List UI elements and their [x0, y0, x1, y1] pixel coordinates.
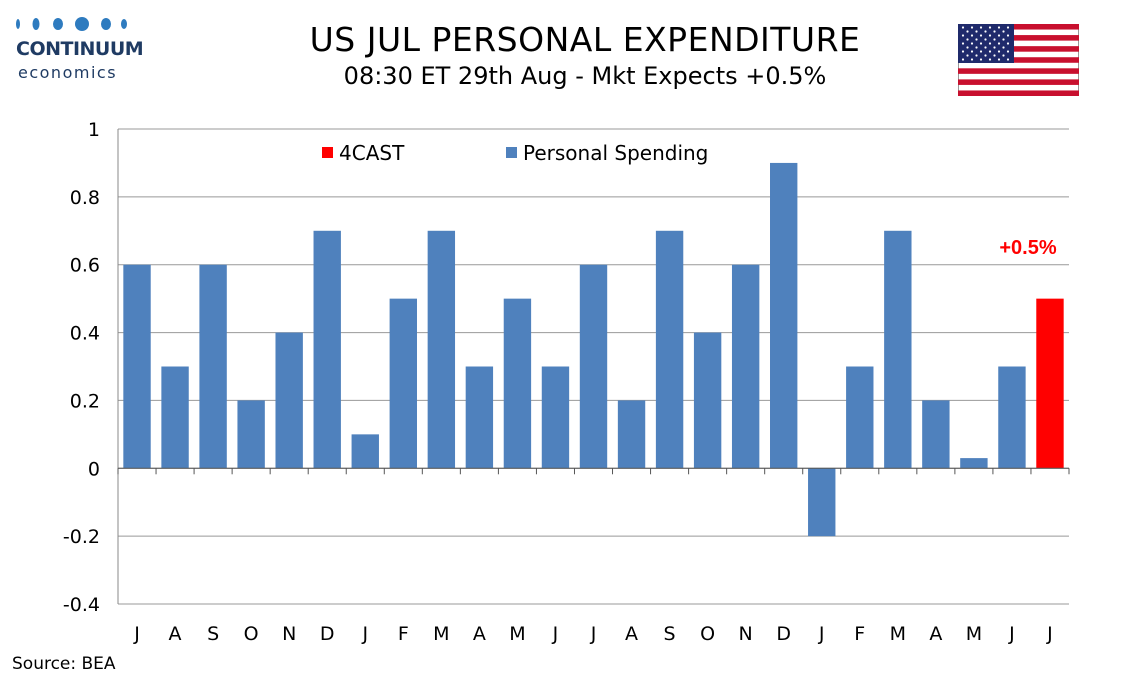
- bar-personal-spending: [275, 332, 303, 469]
- bar-personal-spending: [199, 264, 227, 469]
- bar-personal-spending: [579, 264, 608, 469]
- x-tick-label: M: [890, 623, 906, 645]
- y-tick-label: 0.8: [70, 187, 100, 209]
- logo: CONTINUUM economics: [12, 14, 144, 82]
- x-tick-label: J: [1046, 623, 1053, 645]
- x-tick-label: J: [590, 623, 597, 645]
- bar-personal-spending: [389, 298, 417, 469]
- chart-title: US JUL PERSONAL EXPENDITURE: [309, 20, 861, 59]
- x-tick-label: N: [739, 623, 753, 645]
- bar-personal-spending: [884, 230, 912, 469]
- logo-dots-icon: [16, 17, 127, 31]
- bar-personal-spending: [808, 468, 836, 537]
- x-tick-label: J: [552, 623, 559, 645]
- bar-personal-spending: [427, 230, 456, 469]
- legend-swatch: [322, 147, 333, 158]
- bar-personal-spending: [617, 400, 646, 469]
- x-tick-label: M: [433, 623, 449, 645]
- x-tick-label: S: [664, 623, 676, 645]
- x-tick-label: F: [398, 623, 409, 645]
- us-flag-icon: [958, 24, 1079, 96]
- x-tick-label: O: [244, 623, 259, 645]
- y-tick-label: 0.6: [70, 255, 100, 277]
- source-note: Source: BEA: [12, 654, 116, 674]
- bar-personal-spending: [693, 332, 722, 469]
- x-tick-label: D: [776, 623, 791, 645]
- x-tick-label: J: [361, 623, 368, 645]
- bar-4cast: [1036, 298, 1064, 469]
- x-tick-label: A: [473, 623, 486, 645]
- x-tick-label: J: [1008, 623, 1015, 645]
- bar-personal-spending: [846, 366, 874, 469]
- bar-personal-spending: [161, 366, 189, 469]
- bar-personal-spending: [351, 434, 379, 469]
- x-tick-label: A: [625, 623, 638, 645]
- bar-personal-spending: [998, 366, 1026, 469]
- logo-subname: economics: [18, 63, 118, 82]
- bar-personal-spending: [960, 458, 988, 469]
- x-tick-label: N: [282, 623, 296, 645]
- bar-personal-spending: [123, 264, 151, 469]
- bar-personal-spending: [465, 366, 494, 469]
- bar-personal-spending: [922, 400, 950, 469]
- x-tick-label: S: [207, 623, 219, 645]
- bar-personal-spending: [731, 264, 760, 469]
- x-tick-label: A: [169, 623, 182, 645]
- y-tick-label: 0.4: [70, 323, 100, 345]
- y-tick-label: 0.2: [70, 390, 100, 412]
- y-tick-label: -0.2: [63, 526, 100, 548]
- bar-personal-spending: [541, 366, 570, 469]
- bar-personal-spending: [655, 230, 684, 469]
- bar-personal-spending: [237, 400, 265, 469]
- x-tick-label: M: [966, 623, 982, 645]
- x-tick-label: D: [320, 623, 335, 645]
- x-tick-label: A: [929, 623, 942, 645]
- legend-swatch: [506, 147, 517, 158]
- forecast-annotation: +0.5%: [999, 237, 1056, 259]
- bar-personal-spending: [770, 162, 798, 469]
- x-tick-label: F: [854, 623, 865, 645]
- x-tick-label: O: [700, 623, 715, 645]
- chart-subtitle: 08:30 ET 29th Aug - Mkt Expects +0.5%: [343, 62, 827, 90]
- y-tick-label: 0: [88, 458, 100, 480]
- y-tick-label: 1: [88, 119, 100, 141]
- y-tick-label: -0.4: [63, 594, 100, 616]
- x-tick-label: M: [509, 623, 525, 645]
- legend-label: Personal Spending: [523, 141, 708, 165]
- x-tick-label: J: [818, 623, 825, 645]
- x-tick-label: J: [133, 623, 140, 645]
- logo-name: CONTINUUM: [16, 38, 144, 60]
- bar-personal-spending: [313, 230, 341, 469]
- bar-personal-spending: [503, 298, 532, 469]
- legend-label: 4CAST: [339, 141, 405, 165]
